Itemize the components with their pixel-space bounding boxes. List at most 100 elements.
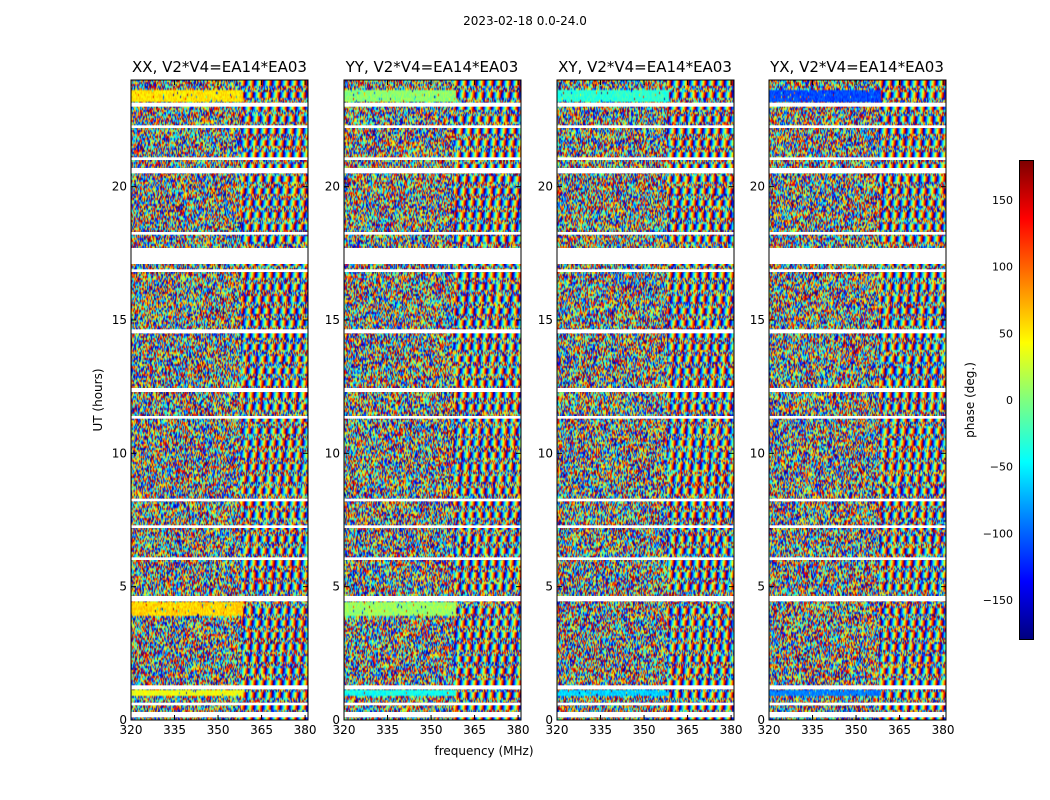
panel-2: 320 335 350 365 380 0 5 10 15 20 — [325, 79, 530, 737]
flagged-row — [769, 269, 946, 272]
flagged-row — [769, 557, 946, 560]
flagged-row — [344, 596, 521, 602]
x-tick-label: 320 — [120, 723, 143, 737]
panel-4-title: YX, V2*V4=EA14*EA03 — [770, 58, 944, 76]
y-axis-label-text: UT (hours) — [91, 368, 105, 432]
flagged-row — [131, 388, 308, 392]
x-tick-label: 365 — [888, 723, 911, 737]
flagged-row — [344, 557, 521, 560]
colorbar — [1019, 160, 1034, 640]
flagged-row — [344, 685, 521, 690]
flagged-row — [557, 557, 734, 560]
colorbar-tick-label: 150 — [992, 194, 1013, 207]
panel-frame — [130, 79, 309, 721]
x-tick-label: 365 — [250, 723, 273, 737]
panel-frame — [768, 79, 947, 721]
x-tick-label: 350 — [207, 723, 230, 737]
flagged-row — [344, 125, 521, 128]
x-tick-label: 380 — [720, 723, 743, 737]
y-tick-label: 10 — [112, 446, 127, 460]
flagged-row — [131, 157, 308, 160]
flagged-row — [557, 329, 734, 334]
flagged-row — [131, 248, 308, 264]
flagged-row — [131, 702, 308, 706]
panel-2-title: YY, V2*V4=EA14*EA03 — [345, 58, 519, 76]
colorbar-label-text: phase (deg.) — [963, 362, 977, 438]
flagged-row — [769, 168, 946, 174]
phase-heatmap-3 — [557, 80, 734, 720]
flagged-row — [769, 102, 946, 107]
x-tick-label: 380 — [294, 723, 317, 737]
flagged-row — [344, 416, 521, 419]
flagged-row — [344, 248, 521, 264]
flagged-row — [344, 232, 521, 235]
flagged-row — [131, 125, 308, 128]
flagged-row — [344, 168, 521, 174]
flagged-row — [344, 498, 521, 502]
flagged-row — [769, 388, 946, 392]
flagged-row — [131, 416, 308, 419]
flagged-row — [769, 125, 946, 128]
phase-heatmap-4 — [769, 80, 946, 720]
flagged-row — [557, 498, 734, 502]
colorbar-tick-label: −50 — [990, 461, 1013, 474]
flagged-row — [557, 168, 734, 174]
x-tick-label: 335 — [163, 723, 186, 737]
x-tick-label: 335 — [376, 723, 399, 737]
flagged-row — [557, 248, 734, 264]
y-tick-label: 20 — [750, 180, 765, 194]
flagged-row — [131, 525, 308, 528]
y-tick-label: 15 — [538, 313, 553, 327]
y-tick-label: 10 — [538, 446, 553, 460]
flagged-row — [557, 269, 734, 272]
x-tick-label: 320 — [333, 723, 356, 737]
flagged-row — [557, 685, 734, 690]
colorbar-tick-label: −100 — [983, 527, 1013, 540]
flagged-row — [769, 232, 946, 235]
panel-4: 320 335 350 365 380 0 5 10 15 20 — [750, 79, 955, 737]
panel-1-title: XX, V2*V4=EA14*EA03 — [132, 58, 307, 76]
x-axis-label: frequency (MHz) — [434, 744, 534, 758]
flagged-row — [769, 702, 946, 706]
panel-frame — [343, 79, 522, 721]
y-tick-label: 5 — [119, 580, 127, 594]
flagged-row — [557, 712, 734, 718]
flagged-row — [131, 557, 308, 560]
flagged-row — [344, 102, 521, 107]
flagged-row — [131, 712, 308, 718]
y-tick-label: 15 — [112, 313, 127, 327]
flagged-row — [131, 232, 308, 235]
flagged-row — [557, 702, 734, 706]
y-tick-label: 0 — [332, 713, 340, 727]
figure-suptitle: 2023-02-18 0.0-24.0 — [463, 14, 587, 28]
y-tick-label: 5 — [757, 580, 765, 594]
flagged-row — [769, 712, 946, 718]
flagged-row — [131, 102, 308, 107]
colorbar-tick-label: −150 — [983, 594, 1013, 607]
flagged-row — [557, 416, 734, 419]
x-tick-label: 320 — [546, 723, 569, 737]
flagged-row — [131, 498, 308, 502]
colorbar-tick-label: 100 — [992, 261, 1013, 274]
y-tick-label: 15 — [750, 313, 765, 327]
flagged-row — [557, 232, 734, 235]
y-tick-label: 10 — [750, 446, 765, 460]
flagged-row — [131, 269, 308, 272]
flagged-row — [344, 157, 521, 160]
x-tick-label: 365 — [463, 723, 486, 737]
y-tick-label: 0 — [119, 713, 127, 727]
flagged-row — [131, 596, 308, 602]
flagged-row — [557, 525, 734, 528]
flagged-row — [769, 329, 946, 334]
x-tick-label: 350 — [633, 723, 656, 737]
flagged-row — [557, 125, 734, 128]
flagged-row — [131, 685, 308, 690]
flagged-row — [557, 596, 734, 602]
flagged-row — [769, 416, 946, 419]
flagged-row — [344, 388, 521, 392]
flagged-row — [769, 525, 946, 528]
phase-heatmap-1 — [131, 80, 308, 720]
y-tick-label: 0 — [757, 713, 765, 727]
y-tick-label: 5 — [545, 580, 553, 594]
